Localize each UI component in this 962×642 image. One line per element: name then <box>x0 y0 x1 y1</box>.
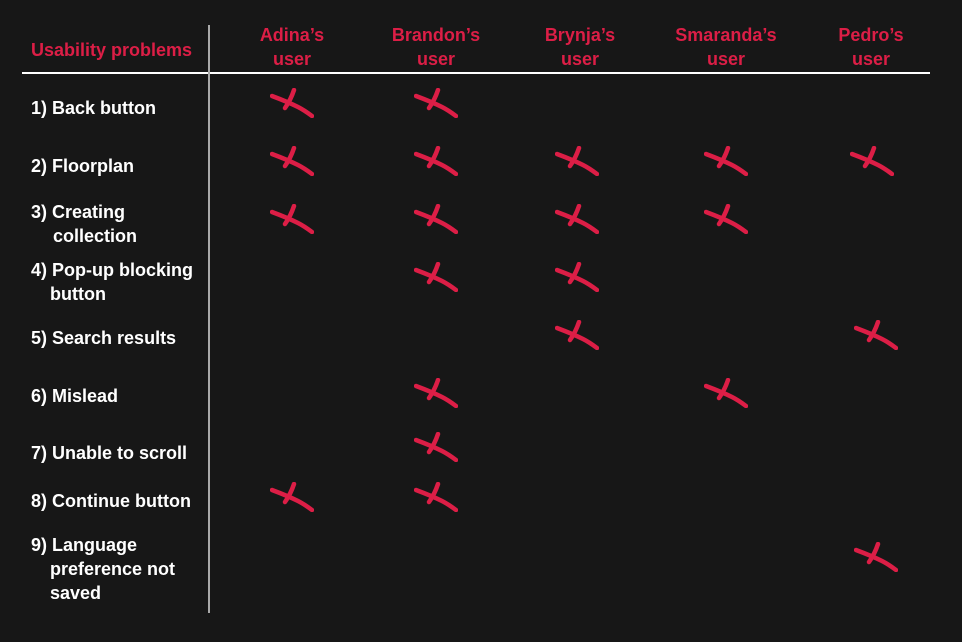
x-check-icon <box>414 88 458 118</box>
x-check-icon <box>704 204 748 234</box>
x-check-icon <box>704 378 748 408</box>
problem-label: 5) Search results <box>31 326 206 350</box>
x-check-icon <box>270 204 314 234</box>
column-header-problems: Usability problems <box>31 40 193 60</box>
problem-label-line: 2) Floorplan <box>31 156 134 176</box>
x-check-icon <box>850 146 894 176</box>
problem-label-line: collection <box>53 226 138 246</box>
column-header-line: Smaranda’s <box>675 25 777 45</box>
x-check-icon <box>270 88 314 118</box>
column-header-line: Brynja’s <box>544 25 616 45</box>
x-check-icon <box>555 146 599 176</box>
x-check-icon <box>414 432 458 462</box>
column-divider <box>208 25 210 613</box>
x-check-icon <box>270 482 314 512</box>
x-check-icon <box>555 262 599 292</box>
problem-label-line: preference not <box>50 559 176 579</box>
column-header-line: Adina’s <box>259 25 325 45</box>
x-check-icon <box>414 146 458 176</box>
column-header-line: user <box>560 49 600 69</box>
column-header-line: Brandon’s <box>391 25 481 45</box>
problem-label-line: 1) Back button <box>31 98 157 118</box>
column-header-pedro: Pedro’s user <box>801 23 941 71</box>
problem-label: 2) Floorplan <box>31 154 206 178</box>
column-header-line: Pedro’s <box>838 25 904 45</box>
problem-label-line: button <box>50 284 106 304</box>
x-check-icon <box>854 320 898 350</box>
x-check-icon <box>414 262 458 292</box>
problem-label: 9) Language preference not saved <box>31 533 206 605</box>
x-check-icon <box>414 482 458 512</box>
x-check-icon <box>555 204 599 234</box>
problem-label-line: saved <box>50 583 102 603</box>
problem-label: 8) Continue button <box>31 489 206 513</box>
x-check-icon <box>270 146 314 176</box>
column-header-smaranda: Smaranda’s user <box>656 23 796 71</box>
problem-label: 7) Unable to scroll <box>31 441 206 465</box>
column-header-line: user <box>416 49 456 69</box>
problem-label: 1) Back button <box>31 96 206 120</box>
x-check-icon <box>414 378 458 408</box>
problem-label-line: 4) Pop-up blocking <box>31 260 193 280</box>
problem-label: 4) Pop-up blocking button <box>31 258 206 306</box>
x-check-icon <box>854 542 898 572</box>
header-divider <box>22 72 930 74</box>
problem-label-line: 5) Search results <box>31 328 177 348</box>
problem-label: 3) Creating collection <box>31 200 206 248</box>
column-header-line: user <box>851 49 891 69</box>
x-check-icon <box>704 146 748 176</box>
column-header-line: user <box>706 49 746 69</box>
problem-label-line: 7) Unable to scroll <box>31 443 188 463</box>
column-header-adina: Adina’s user <box>222 23 362 71</box>
column-header-brynja: Brynja’s user <box>510 23 650 71</box>
problem-label-line: 9) Language <box>31 535 138 555</box>
problem-label-line: 3) Creating <box>31 202 126 222</box>
problem-label: 6) Mislead <box>31 384 206 408</box>
x-check-icon <box>555 320 599 350</box>
column-header-brandon: Brandon’s user <box>366 23 506 71</box>
column-header-line: user <box>272 49 312 69</box>
problem-label-line: 8) Continue button <box>31 491 191 511</box>
x-check-icon <box>414 204 458 234</box>
problem-label-line: 6) Mislead <box>31 386 119 406</box>
